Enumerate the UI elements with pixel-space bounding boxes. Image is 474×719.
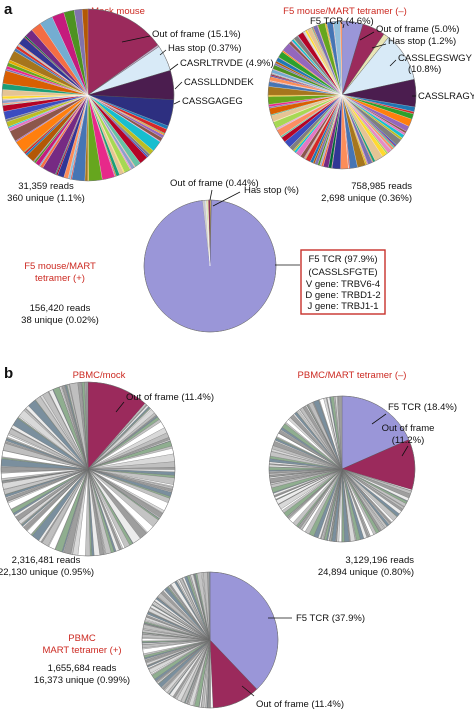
unique-pbmc-mart-pos: 16,373 unique (0.99%)	[34, 675, 130, 686]
callout-lines	[115, 23, 416, 697]
pie-pbmc-mart-neg	[268, 395, 416, 543]
chart-title-f5-mart-pos-line2: tetramer (+)	[35, 273, 85, 284]
label-mock-cassgageg: CASSGAGEG	[182, 96, 243, 107]
unique-pbmc-mock: 22,130 unique (0.95%)	[0, 567, 94, 578]
label-pbmcpos-f5tcr: F5 TCR (37.9%)	[296, 613, 365, 624]
reads-pbmc-mart-pos: 1,655,684 reads	[48, 663, 117, 674]
unique-mock-mouse: 360 unique (1.1%)	[7, 193, 85, 204]
label-mock-cassllndek: CASSLLDNDEK	[184, 77, 254, 88]
pie-f5-mart-pos	[143, 199, 277, 333]
chart-title-pbmc-mart-pos-line2: MART tetramer (+)	[42, 645, 121, 656]
leader-pbmcneg-outofframe	[401, 445, 409, 457]
leader-f5neg-outofframe	[359, 31, 375, 41]
panel-letter-a: a	[4, 1, 13, 18]
leader-mock-outofframe	[121, 35, 151, 43]
reads-pbmc-mock: 2,316,481 reads	[12, 555, 81, 566]
label-pbmcmock-outofframe: Out of frame (11.4%)	[126, 392, 214, 403]
leader-f5neg-casslegswgy	[389, 59, 397, 67]
label-f5neg-outofframe: Out of frame (5.0%)	[376, 24, 459, 35]
label-pbmcneg-f5tcr: F5 TCR (18.4%)	[388, 402, 457, 413]
label-f5pos-hasstop: Has stop (%)	[244, 185, 299, 196]
leader-f5neg-f5tcr	[342, 23, 345, 29]
pie-pbmc-mock	[0, 381, 176, 557]
leader-pbmcmock-outofframe	[115, 401, 125, 413]
chart-title-f5-mart-neg: F5 mouse/MART tetramer (–)	[283, 6, 407, 17]
unique-f5-mart-neg: 2,698 unique (0.36%)	[321, 193, 412, 204]
label-mock-casrltrvde: CASRLTRVDE (4.9%)	[180, 58, 274, 69]
label-pbmcneg-outofframe-name: Out of frame	[382, 423, 435, 434]
reads-f5-mart-neg: 758,985 reads	[351, 181, 412, 192]
leader-f5pos-hasstop	[212, 191, 241, 207]
label-f5neg-hasstop: Has stop (1.2%)	[388, 36, 456, 47]
chart-title-pbmc-mart-neg: PBMC/MART tetramer (–)	[298, 370, 407, 381]
pie-outline	[141, 571, 279, 709]
label-pbmcpos-outofframe: Out of frame (11.4%)	[256, 699, 344, 710]
unique-f5-mart-pos: 38 unique (0.02%)	[21, 315, 99, 326]
unique-pbmc-mart-neg: 24,894 unique (0.80%)	[318, 567, 414, 578]
reads-f5-mart-pos: 156,420 reads	[30, 303, 91, 314]
label-f5neg-casslragye: CASSLRAGYE	[418, 91, 474, 102]
pie-outline	[0, 381, 176, 557]
pie-outline	[267, 20, 417, 170]
label-f5neg-f5tcr: F5 TCR (4.6%)	[310, 16, 374, 27]
panel-letter-b: b	[4, 365, 13, 382]
pie-pbmc-mart-pos	[141, 571, 279, 709]
chart-title-mock-mouse: Mock mouse	[91, 6, 145, 17]
label-f5neg-casslegswgy-pct: (10.8%)	[408, 64, 441, 75]
leader-pbmcneg-f5tcr	[371, 413, 387, 425]
f5-tcr-info-box	[300, 249, 386, 315]
pie-outline	[268, 395, 416, 543]
label-f5pos-outofframe: Out of frame (0.44%)	[170, 178, 259, 189]
label-mock-outofframe: Out of frame (15.1%)	[152, 29, 241, 40]
chart-title-f5-mart-pos-line1: F5 mouse/MART	[24, 261, 96, 272]
box-line-1: F5 TCR (97.9%)	[309, 254, 378, 265]
label-mock-hasstop: Has stop (0.37%)	[168, 43, 241, 54]
box-line-5: J gene: TRBJ1-1	[307, 301, 378, 312]
box-line-2: (CASSLSFGTE)	[308, 267, 377, 278]
leader-mock-cassllndek	[174, 81, 183, 90]
label-pbmcneg-outofframe-pct: (11.2%)	[392, 435, 425, 446]
leader-mock-cassgageg	[173, 100, 181, 105]
leader-mock-hasstop	[159, 49, 167, 56]
reads-mock-mouse: 31,359 reads	[18, 181, 74, 192]
leader-f5neg-hasstop	[371, 43, 387, 49]
reads-pbmc-mart-neg: 3,129,196 reads	[345, 555, 414, 566]
box-line-4: D gene: TRBD1-2	[305, 290, 380, 301]
leader-f5pos-outofframe	[209, 189, 213, 201]
box-line-3: V gene: TRBV6-4	[306, 279, 380, 290]
leader-mock-casrltrvde	[169, 63, 179, 71]
label-f5neg-casslegswgy-name: CASSLEGSWGY	[398, 53, 473, 64]
pie-mock-mouse	[1, 8, 175, 182]
chart-title-pbmc-mock: PBMC/mock	[73, 370, 126, 381]
leader-pbmcpos-outofframe	[241, 685, 255, 697]
pie-f5-mart-neg	[267, 20, 417, 170]
chart-title-pbmc-mart-pos-line1: PBMC	[68, 633, 96, 644]
pie-outline	[1, 8, 175, 182]
